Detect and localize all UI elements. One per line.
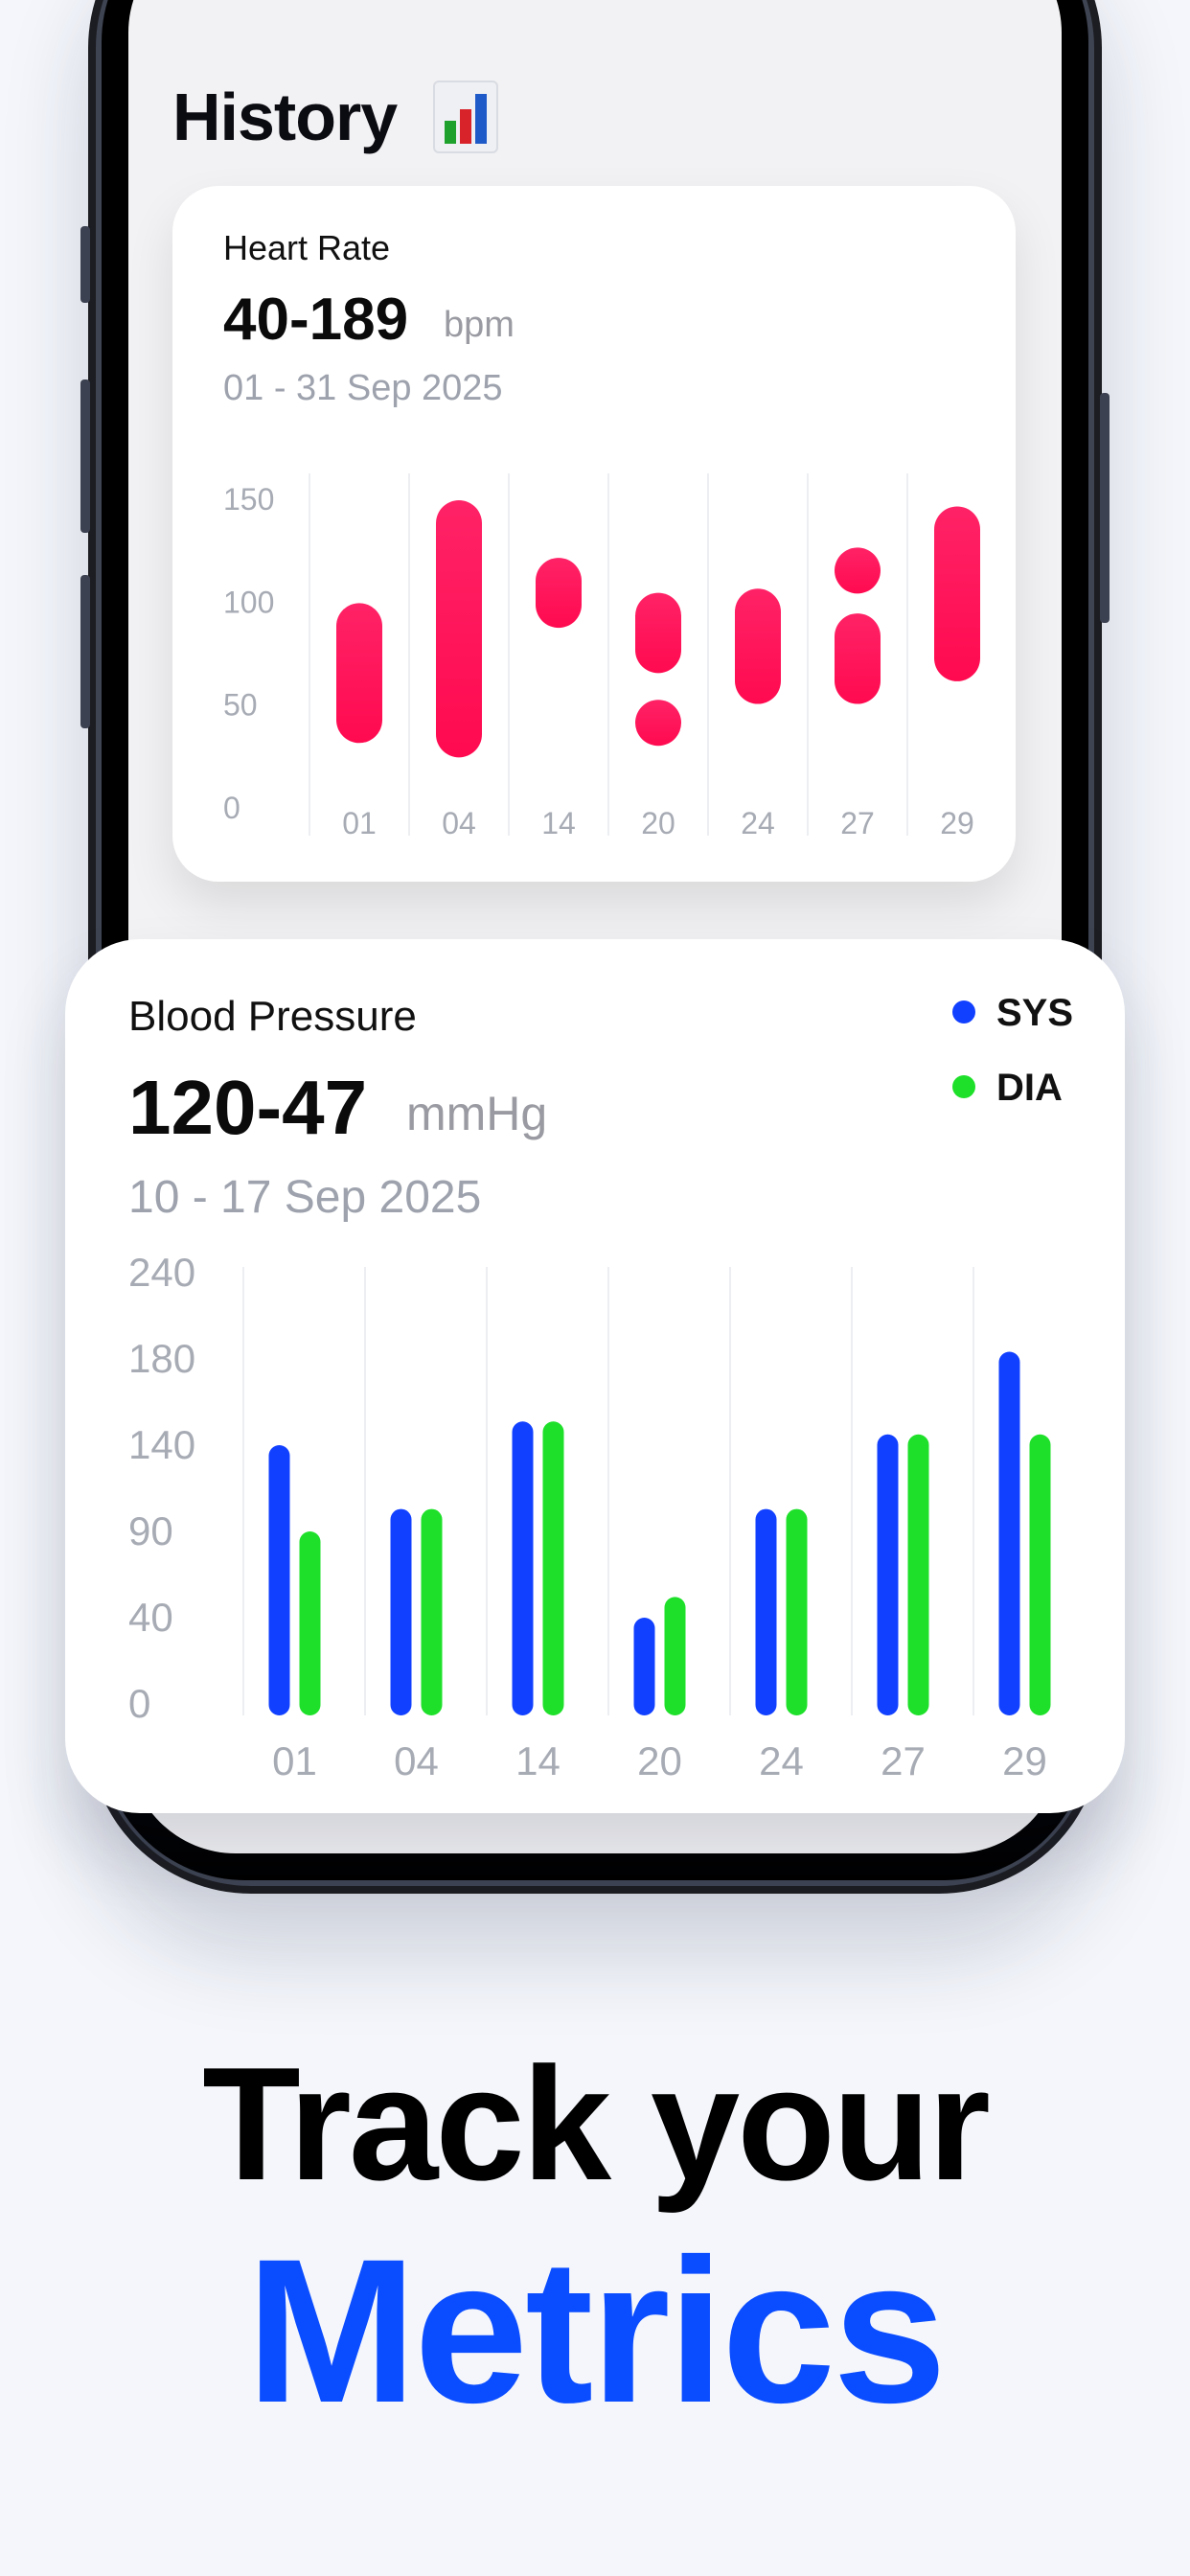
blood-pressure-range-value: 120-47 [128, 1065, 368, 1150]
bp-bar-sys [390, 1508, 412, 1715]
hr-x-tick: 29 [940, 806, 974, 840]
hr-bar [934, 506, 980, 681]
heart-rate-title: Heart Rate [223, 228, 391, 267]
power-button [1100, 393, 1110, 623]
hr-x-tick: 01 [342, 806, 377, 840]
blood-pressure-unit: mmHg [406, 1087, 548, 1140]
hr-y-tick: 0 [223, 791, 240, 825]
hr-x-tick: 24 [741, 806, 775, 840]
heart-rate-date-range: 01 - 31 Sep 2025 [223, 368, 503, 408]
bp-bar-dia [299, 1531, 321, 1715]
hr-bar [835, 613, 881, 704]
hr-x-tick: 20 [641, 806, 675, 840]
bp-x-tick: 04 [394, 1738, 439, 1783]
bp-x-tick: 24 [759, 1738, 804, 1783]
bp-bar-sys [877, 1434, 899, 1715]
hr-bar [835, 547, 881, 594]
bp-bar-sys [633, 1618, 655, 1715]
legend-sys-dot [952, 1000, 975, 1024]
heart-rate-card[interactable]: Heart Rate 40-189 bpm 01 - 31 Sep 2025 0… [172, 186, 1016, 882]
bp-y-tick: 140 [128, 1422, 195, 1467]
bp-bar-sys [998, 1351, 1020, 1715]
bp-bar-dia [421, 1508, 443, 1715]
bp-bar-dia [786, 1508, 808, 1715]
hr-bar [635, 592, 681, 674]
blood-pressure-chart: 0 40 90 140 180 240 01 04 14 20 24 27 29 [128, 1250, 1051, 1783]
bp-bar-sys [512, 1421, 534, 1715]
volume-down-button [80, 380, 90, 533]
bp-x-tick: 01 [272, 1738, 317, 1783]
bp-bar-dia [664, 1597, 686, 1715]
hr-y-tick: 100 [223, 585, 274, 619]
bp-y-tick: 180 [128, 1336, 195, 1381]
hr-y-tick: 50 [223, 688, 258, 723]
bp-y-tick: 40 [128, 1595, 173, 1640]
bp-y-tick: 90 [128, 1508, 173, 1553]
mute-button [80, 575, 90, 728]
bp-x-tick: 29 [1002, 1738, 1047, 1783]
hr-y-tick: 150 [223, 482, 274, 517]
legend-dia-dot [952, 1075, 975, 1098]
hr-x-tick: 04 [442, 806, 476, 840]
bar-chart-emoji-icon [433, 80, 498, 153]
headline-line1: Track your [202, 2034, 991, 2214]
volume-up-button [80, 226, 90, 303]
legend-dia-label: DIA [996, 1067, 1063, 1109]
bp-x-tick: 14 [515, 1738, 561, 1783]
legend-sys-label: SYS [996, 992, 1074, 1034]
bp-bar-dia [542, 1421, 564, 1715]
history-title: History [172, 80, 398, 154]
bp-bar-dia [1029, 1434, 1051, 1715]
heart-rate-unit: bpm [444, 305, 515, 345]
bp-bar-sys [268, 1445, 290, 1715]
blood-pressure-card[interactable]: Blood Pressure 120-47 mmHg 10 - 17 Sep 2… [65, 939, 1125, 1813]
hr-bar [436, 500, 482, 758]
bp-y-tick: 240 [128, 1250, 195, 1295]
hr-bar [735, 588, 781, 704]
blood-pressure-title: Blood Pressure [128, 993, 417, 1040]
hr-x-tick: 14 [541, 806, 576, 840]
bp-bar-sys [755, 1508, 777, 1715]
bp-bar-dia [907, 1434, 929, 1715]
hr-bar [336, 603, 382, 744]
heart-rate-chart: 0 50 100 150 01 04 14 20 24 27 29 [223, 473, 980, 840]
bp-x-tick: 27 [881, 1738, 926, 1783]
bp-x-tick: 20 [637, 1738, 682, 1783]
heart-rate-range-value: 40-189 [223, 287, 409, 353]
hr-bar [635, 700, 681, 747]
hr-bar [536, 558, 582, 629]
blood-pressure-date-range: 10 - 17 Sep 2025 [128, 1172, 482, 1223]
headline-line2: Metrics [245, 2217, 947, 2446]
hr-x-tick: 27 [840, 806, 875, 840]
bp-y-tick: 0 [128, 1681, 150, 1726]
